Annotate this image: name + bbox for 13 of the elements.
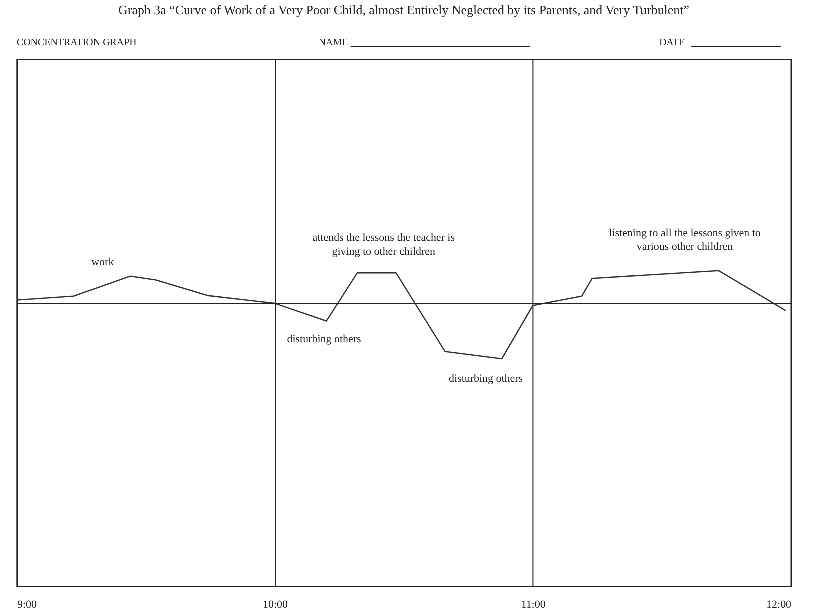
x-tick-label: 9:00 <box>17 598 38 611</box>
text: NAME <box>318 38 348 49</box>
annotation: disturbing others <box>287 333 362 346</box>
chart-title: Graph 3a “Curve of Work of a Very Poor Child, almost Entirely Neglected by its Parents, and Very Turbulent” <box>118 2 690 18</box>
text: CONCENTRATION GRAPH <box>16 38 137 49</box>
x-tick-label: 10:00 <box>262 598 288 611</box>
x-tick-label: 11:00 <box>521 598 546 611</box>
text: listening to all the lessons given to various other children <box>609 227 762 254</box>
x-tick-label: 12:00 <box>766 598 792 611</box>
text: DATE <box>659 38 685 49</box>
text: work <box>92 256 115 268</box>
text: attends the lessons the teacher is giving to other children <box>312 232 456 258</box>
text: disturbing others <box>449 372 524 385</box>
